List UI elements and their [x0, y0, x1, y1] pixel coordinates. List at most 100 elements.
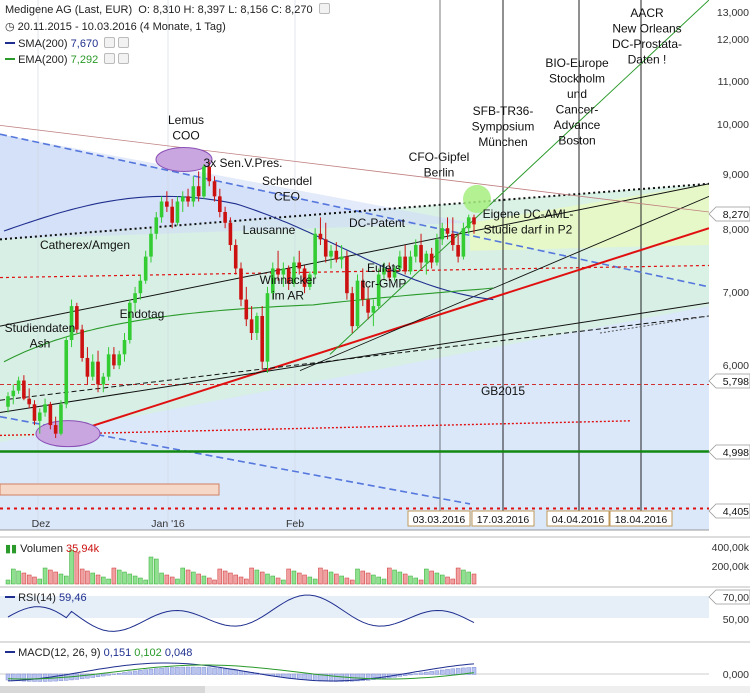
candle-body — [101, 376, 106, 385]
event-annotation: AACR New Orleans DC-Prostata- Daten ! — [612, 6, 682, 67]
annotation-line: Daten ! — [628, 53, 667, 67]
price-tick: 10,000 — [717, 119, 749, 131]
volume-bar — [222, 570, 228, 585]
volume-bar — [138, 577, 143, 585]
ema-label: EMA(200) — [18, 54, 68, 66]
annotation-line: Stockholm — [549, 72, 605, 86]
channel-fill-upper — [0, 134, 470, 240]
ema-settings-icon[interactable] — [104, 53, 116, 64]
macd-hist-bar — [180, 666, 185, 675]
volume-bar — [5, 579, 11, 585]
red-dotted-level — [0, 264, 709, 279]
volume-bar — [307, 576, 313, 585]
candle-body — [313, 233, 317, 275]
candle-body — [27, 398, 31, 405]
candle-body — [244, 299, 249, 320]
volume-tick: 200,00k — [712, 561, 750, 573]
volume-bar — [212, 579, 217, 585]
uptrend-black-2 — [0, 183, 709, 327]
sma-label: SMA(200) — [18, 38, 68, 50]
annotation-line: Cancer- — [556, 103, 599, 117]
volume-bar — [387, 567, 392, 585]
rsi-marker-box — [708, 589, 750, 605]
event-annotation: Studiendaten Ash — [5, 321, 76, 351]
event-annotation: DC-Patent — [349, 216, 406, 230]
rsi-tick: 50,00 — [723, 614, 749, 626]
candle-body — [180, 196, 185, 202]
candle-body — [122, 340, 127, 355]
macd-hist-bar — [164, 667, 170, 675]
macd-hist-bar — [101, 673, 106, 677]
uptrend-black-1 — [0, 302, 709, 413]
volume-bar — [445, 576, 450, 585]
sma-value: 7,670 — [70, 38, 99, 50]
candle-body — [191, 186, 196, 202]
annotation-line: BIO-Europe — [545, 56, 609, 70]
scroll-thumb — [0, 686, 205, 693]
volume-bar — [95, 574, 101, 585]
annotation-line: Lausanne — [243, 223, 296, 237]
volume-bar — [32, 576, 37, 585]
event-annotation: BIO-Europe Stockholm und Cancer-Advance Bost… — [545, 56, 609, 148]
macd-hist-bar — [381, 673, 387, 679]
annotation-line: Endotag — [120, 307, 165, 321]
volume-bar — [328, 571, 334, 585]
volume-bar — [85, 570, 90, 585]
volume-value: 35,94k — [66, 543, 100, 555]
volume-bar — [281, 579, 286, 585]
settings-icon[interactable] — [318, 3, 330, 14]
annotation-line: Lemus — [168, 113, 204, 127]
volume-bar — [11, 568, 16, 585]
macd-hist-bar — [445, 669, 450, 675]
annotation-line: SFB-TR36- — [473, 104, 534, 118]
candle-body — [212, 181, 217, 197]
candle-body — [90, 361, 95, 377]
price-tick: 12,000 — [717, 34, 749, 46]
event-date-label: 03.03.2016 — [413, 514, 466, 526]
rsi-band — [0, 596, 709, 618]
rsi-label: RSI(14) — [18, 592, 56, 604]
macd-hist-bar — [440, 669, 445, 675]
candle-body — [75, 306, 79, 330]
volume-bar — [116, 569, 122, 585]
candle-body — [429, 253, 434, 263]
macd-hist-bar — [32, 673, 37, 682]
volume-bar — [318, 567, 323, 585]
annotation-line: München — [478, 135, 527, 149]
volume-bar — [259, 571, 265, 585]
candle-body — [64, 340, 69, 405]
candle-body — [32, 404, 37, 421]
volume-bar — [397, 571, 403, 585]
annotation-line: Studie darf in P2 — [484, 223, 573, 237]
chart-title-line: Medigene AG (Last, EUR) O: 8,310 H: 8,39… — [5, 3, 330, 16]
rsi-swatch-icon — [5, 596, 15, 598]
macd-hist-bar — [455, 668, 461, 675]
macd-hist-bar — [286, 673, 291, 679]
candle-body — [398, 256, 402, 269]
candle-body — [59, 404, 63, 434]
ema-swatch-icon — [5, 58, 15, 60]
macd-label: MACD(12, 26, 9) — [18, 647, 101, 659]
macd-swatch-icon — [5, 651, 15, 653]
volume-bar — [244, 578, 249, 585]
volume-bar — [164, 574, 170, 585]
volume-bar — [201, 575, 207, 585]
volume-bar — [418, 579, 424, 585]
annotation-line: im AR — [272, 289, 304, 303]
macd-hist-bar — [312, 673, 318, 681]
event-annotation: 3x Sen.V.Pres. — [204, 156, 283, 170]
macd-hist-bar — [85, 673, 90, 679]
macd-hist-bar — [233, 669, 238, 675]
price-tick: 6,000 — [723, 360, 749, 372]
sma-settings-icon[interactable] — [104, 37, 116, 48]
sma-close-icon[interactable] — [118, 37, 130, 48]
volume-bar — [169, 576, 175, 585]
thin-red-line — [0, 124, 709, 213]
macd-hist-bar — [228, 669, 233, 675]
annotation-line: Schendel — [262, 174, 312, 188]
x-axis-label: Jan '16 — [151, 518, 185, 530]
candle-body — [207, 166, 212, 182]
ema-close-icon[interactable] — [118, 53, 130, 64]
candle-body — [69, 306, 74, 341]
steep-uptrend — [299, 195, 709, 372]
